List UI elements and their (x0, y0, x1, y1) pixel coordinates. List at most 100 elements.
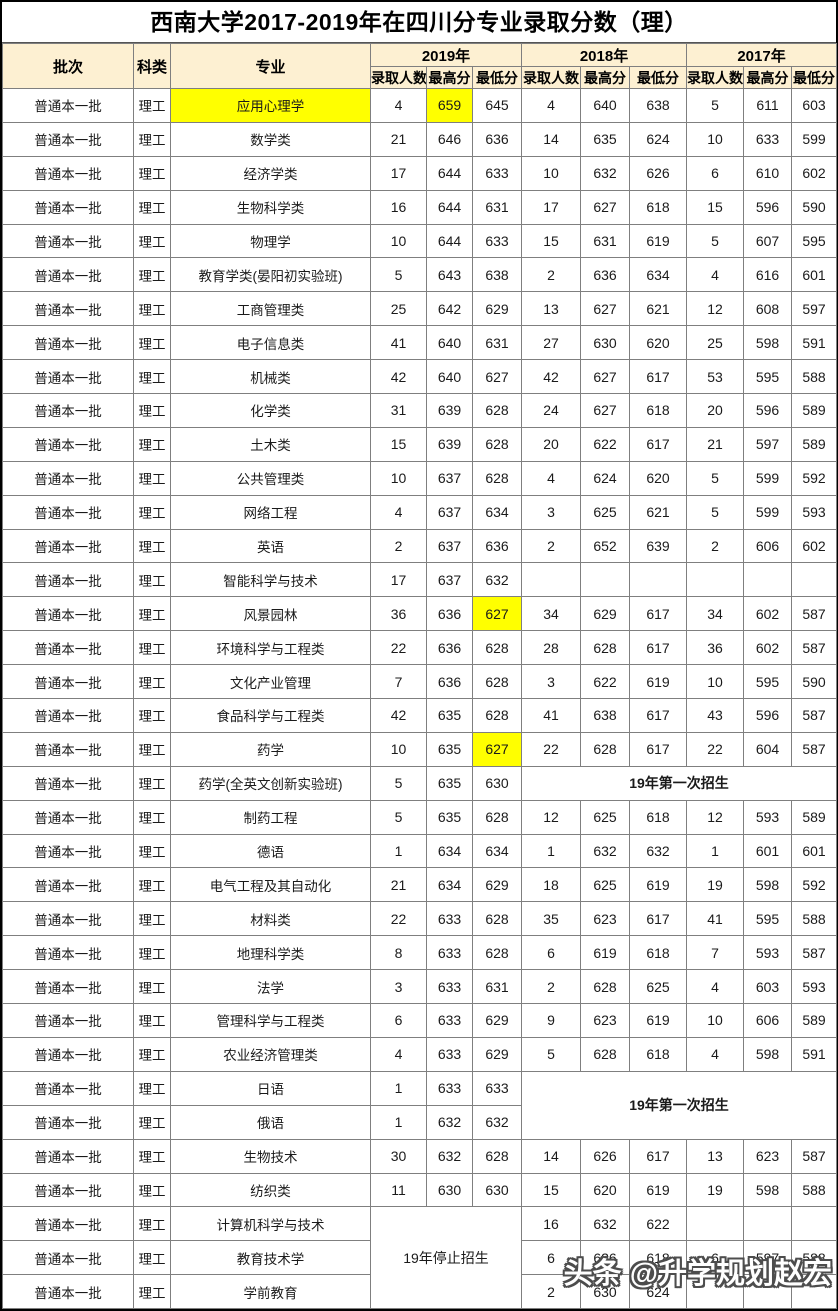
cell-2017-1: 595 (743, 359, 793, 395)
cell-major: 经济学类 (170, 155, 371, 191)
cell-2018-2: 634 (629, 257, 688, 293)
cell-batch: 普通本一批 (2, 189, 134, 225)
cell-2018-0: 2 (521, 528, 582, 564)
cell-2018-1: 636 (580, 257, 631, 293)
cell-2019-2: 628 (471, 426, 523, 462)
cell-2019-2: 630 (471, 1172, 523, 1208)
cell-2019-1: 630 (426, 1172, 473, 1208)
table-row: 普通本一批 理工 数学类 21 646 636 14 635 624 10 633 599 (2, 121, 838, 157)
cell-2017-1: 599 (743, 460, 793, 496)
cell-2018-0: 28 (521, 630, 582, 666)
cell-2018-0: 27 (521, 325, 582, 361)
note-stopped-2019: 19年停止招生 (369, 1206, 523, 1310)
note-first-enroll: 19年第一次招生 (521, 765, 838, 801)
cell-2017-0: 4 (686, 969, 745, 1005)
cell-2017-0: 5 (686, 223, 745, 259)
col-header-2017-min: 最低分 (791, 66, 838, 89)
table-row: 普通本一批 理工 药学 10 635 627 22 628 617 22 604 587 (2, 731, 838, 767)
cell-2019-0: 21 (370, 121, 427, 157)
cell-2018-0: 3 (521, 664, 582, 700)
cell-2019-0: 1 (370, 833, 427, 869)
cell-2017-1: 616 (743, 257, 793, 293)
cell-major: 环境科学与工程类 (170, 630, 371, 666)
cell-2017-2: 590 (791, 664, 838, 700)
cell-2019-0: 4 (370, 88, 427, 123)
cell-2018-1: 619 (580, 935, 631, 971)
cell-2018-2: 618 (629, 935, 688, 971)
cell-2017-2: 603 (791, 88, 838, 123)
cell-2019-0: 6 (370, 1003, 427, 1038)
cell-2017-0: 36 (686, 630, 745, 666)
cell-2018-2: 621 (629, 494, 688, 530)
cell-2017-2: 587 (791, 596, 838, 632)
table-row: 普通本一批 理工 工商管理类 25 642 629 13 627 621 12 608 597 (2, 291, 838, 327)
cell-2019-1: 637 (426, 460, 473, 496)
col-header-2018-count: 录取人数 (521, 66, 582, 89)
cell-2017-2: 587 (791, 630, 838, 666)
cell-2017-1: 606 (743, 1003, 793, 1038)
cell-2019-2: 630 (471, 765, 523, 801)
cell-2018-0: 41 (521, 698, 582, 733)
cell-2018-0: 2 (521, 969, 582, 1005)
cell-2018-1: 627 (580, 359, 631, 395)
cell-2017-1: 633 (743, 121, 793, 157)
cell-2017-2: 589 (791, 426, 838, 462)
cell-2019-2: 628 (471, 460, 523, 496)
cell-2019-1: 642 (426, 291, 473, 327)
cell-2017-0: 12 (686, 799, 745, 835)
cell-2019-2: 628 (471, 799, 523, 835)
cell-2019-0: 5 (370, 765, 427, 801)
cell-major: 食品科学与工程类 (170, 698, 371, 733)
cell-2019-1: 633 (426, 1036, 473, 1072)
cell-2019-0: 21 (370, 867, 427, 903)
cell-2018-2: 617 (629, 596, 688, 632)
cell-2018-1: 638 (580, 698, 631, 733)
page-title: 西南大学2017-2019年在四川分专业录取分数（理） (2, 2, 836, 43)
table-row: 普通本一批 理工 物理学 10 644 633 15 631 619 5 607 595 (2, 223, 838, 259)
cell-2019-1: 640 (426, 359, 473, 395)
cell-2019-0: 42 (370, 698, 427, 733)
cell-2017-1: 595 (743, 664, 793, 700)
cell-2018-2: 624 (629, 121, 688, 157)
cell-batch: 普通本一批 (2, 698, 134, 733)
cell-subject: 理工 (133, 1070, 171, 1106)
cell-2019-2: 627 (471, 359, 523, 395)
cell-2019-0: 7 (370, 664, 427, 700)
cell-batch: 普通本一批 (2, 799, 134, 835)
cell-major: 计算机科学与技术 (170, 1206, 371, 1242)
cell-2018-2: 638 (629, 88, 688, 123)
cell-2019-1: 643 (426, 257, 473, 293)
cell-2017-2: 591 (791, 1036, 838, 1072)
cell-subject: 理工 (133, 359, 171, 395)
table-row: 普通本一批 理工 电气工程及其自动化 21 634 629 18 625 619 19 598 592 (2, 867, 838, 903)
cell-2018-2: 626 (629, 155, 688, 191)
cell-2018-1: 632 (580, 155, 631, 191)
cell-subject: 理工 (133, 223, 171, 259)
cell-2019-1: 639 (426, 393, 473, 428)
table-row: 普通本一批 理工 应用心理学 4 659 645 4 640 638 5 611 603 (2, 88, 838, 123)
cell-2018-0: 4 (521, 88, 582, 123)
cell-2019-1: 633 (426, 969, 473, 1005)
cell-2019-1: 635 (426, 731, 473, 767)
cell-2018-2: 617 (629, 1138, 688, 1174)
cell-2019-2: 628 (471, 901, 523, 937)
cell-2017-0: 5 (686, 494, 745, 530)
cell-batch: 普通本一批 (2, 867, 134, 903)
cell-batch: 普通本一批 (2, 1003, 134, 1038)
cell-2018-1: 635 (580, 121, 631, 157)
cell-major: 学前教育 (170, 1274, 371, 1310)
cell-2019-2: 633 (471, 1070, 523, 1106)
cell-major: 法学 (170, 969, 371, 1005)
cell-2018-1: 628 (580, 969, 631, 1005)
cell-major: 农业经济管理类 (170, 1036, 371, 1072)
cell-2019-2: 636 (471, 528, 523, 564)
cell-subject: 理工 (133, 494, 171, 530)
cell-major: 生物科学类 (170, 189, 371, 225)
cell-major: 生物技术 (170, 1138, 371, 1174)
cell-2019-1: 637 (426, 562, 473, 598)
cell-2017-0: 1 (686, 833, 745, 869)
cell-2017-0: 4 (686, 257, 745, 293)
cell-2018-1: 627 (580, 393, 631, 428)
cell-2018-0: 17 (521, 189, 582, 225)
cell-2017-0 (686, 1206, 745, 1242)
